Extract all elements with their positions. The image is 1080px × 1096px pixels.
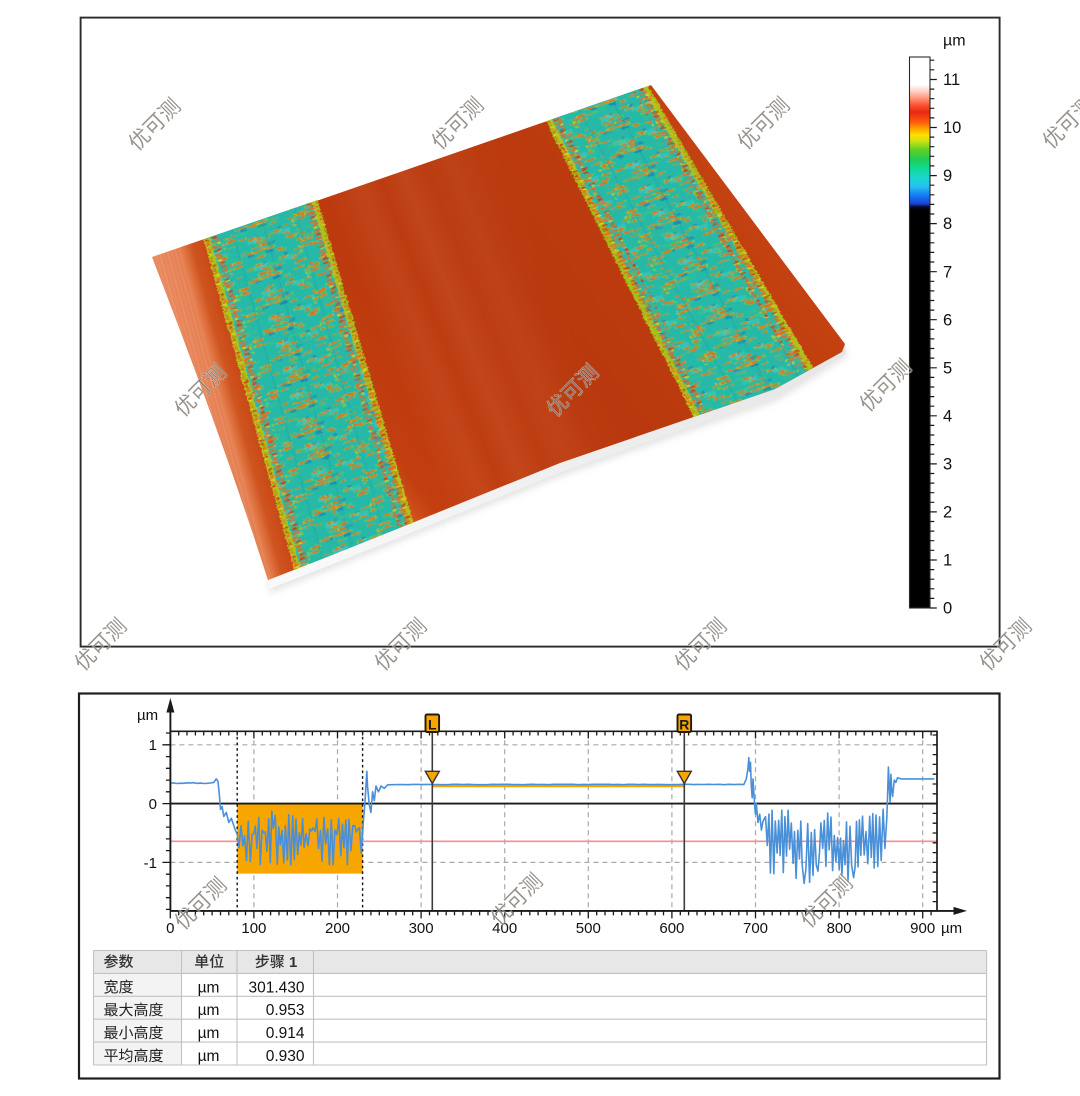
- svg-text:µm: µm: [943, 33, 966, 50]
- svg-text:600: 600: [659, 920, 684, 937]
- svg-text:1: 1: [289, 954, 297, 971]
- svg-text:L: L: [428, 716, 437, 732]
- svg-text:9: 9: [943, 167, 952, 185]
- svg-text:900: 900: [910, 920, 935, 937]
- svg-text:1: 1: [943, 552, 952, 570]
- svg-text:4: 4: [943, 407, 952, 425]
- svg-text:µm: µm: [198, 1025, 220, 1042]
- svg-text:500: 500: [576, 920, 601, 937]
- svg-text:0: 0: [166, 920, 174, 937]
- svg-text:0: 0: [943, 600, 952, 618]
- svg-text:1: 1: [149, 737, 157, 754]
- svg-text:100: 100: [241, 920, 266, 937]
- svg-text:10: 10: [943, 119, 961, 137]
- svg-text:8: 8: [943, 215, 952, 233]
- svg-text:11: 11: [943, 71, 960, 89]
- svg-text:7: 7: [943, 263, 952, 281]
- svg-text:5: 5: [943, 359, 952, 377]
- svg-text:700: 700: [743, 920, 768, 937]
- svg-text:2: 2: [943, 504, 952, 522]
- svg-text:6: 6: [943, 311, 952, 329]
- svg-text:301.430: 301.430: [248, 979, 304, 996]
- svg-text:3: 3: [943, 456, 952, 474]
- svg-text:µm: µm: [198, 1002, 220, 1019]
- svg-text:µm: µm: [198, 1048, 220, 1065]
- svg-text:µm: µm: [137, 707, 158, 724]
- svg-text:0.953: 0.953: [266, 1002, 305, 1019]
- svg-text:800: 800: [827, 920, 852, 937]
- svg-text:µm: µm: [941, 920, 962, 937]
- svg-text:200: 200: [325, 920, 350, 937]
- svg-text:0.930: 0.930: [266, 1048, 305, 1065]
- svg-text:0.914: 0.914: [266, 1025, 305, 1042]
- svg-text:-1: -1: [144, 855, 157, 872]
- svg-text:400: 400: [492, 920, 517, 937]
- svg-text:R: R: [679, 716, 689, 732]
- svg-text:0: 0: [149, 796, 157, 813]
- svg-text:300: 300: [409, 920, 434, 937]
- svg-text:µm: µm: [198, 979, 220, 996]
